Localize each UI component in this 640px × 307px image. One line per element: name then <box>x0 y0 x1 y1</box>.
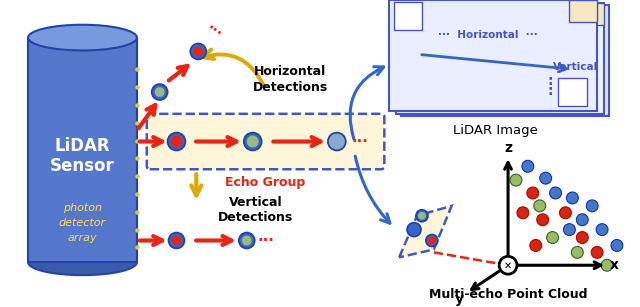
Circle shape <box>193 47 204 56</box>
Text: Multi-echo Point Cloud: Multi-echo Point Cloud <box>429 289 588 301</box>
Text: photon: photon <box>63 203 102 213</box>
Circle shape <box>410 226 418 234</box>
Text: ···: ··· <box>204 21 225 42</box>
Circle shape <box>499 256 517 274</box>
FancyArrowPatch shape <box>355 156 390 223</box>
Circle shape <box>550 187 561 199</box>
Bar <box>577 3 604 25</box>
FancyArrowPatch shape <box>350 67 383 139</box>
Text: Horizontal: Horizontal <box>254 65 326 78</box>
Text: LiDAR Image: LiDAR Image <box>452 124 538 137</box>
Circle shape <box>572 247 583 258</box>
Bar <box>394 2 422 30</box>
Circle shape <box>152 84 168 100</box>
Circle shape <box>517 207 529 219</box>
Circle shape <box>428 237 436 244</box>
Text: detector: detector <box>59 218 106 228</box>
Text: x: x <box>609 258 618 272</box>
Text: Detections: Detections <box>218 211 293 224</box>
Circle shape <box>242 235 252 246</box>
Text: Detections: Detections <box>253 81 328 94</box>
Text: ✕: ✕ <box>504 260 512 270</box>
Circle shape <box>168 233 184 248</box>
Text: ···: ··· <box>257 233 274 248</box>
Circle shape <box>591 247 603 258</box>
Circle shape <box>172 235 181 246</box>
Circle shape <box>566 192 579 204</box>
Text: array: array <box>68 232 97 243</box>
Text: Sensor: Sensor <box>50 157 115 175</box>
Circle shape <box>601 259 613 271</box>
Text: :: : <box>548 84 554 98</box>
Circle shape <box>168 133 186 150</box>
Circle shape <box>563 224 575 235</box>
Bar <box>396 3 604 114</box>
Circle shape <box>534 200 546 212</box>
Text: :: : <box>548 74 554 88</box>
Circle shape <box>577 231 588 243</box>
FancyBboxPatch shape <box>147 114 385 169</box>
Circle shape <box>190 44 206 59</box>
FancyArrowPatch shape <box>203 49 264 87</box>
FancyArrowPatch shape <box>422 55 566 72</box>
Ellipse shape <box>28 249 137 275</box>
Circle shape <box>559 207 572 219</box>
Text: Vertical: Vertical <box>229 196 282 209</box>
Text: ···: ··· <box>351 134 368 149</box>
Text: Vertical: Vertical <box>552 62 598 72</box>
Circle shape <box>577 214 588 226</box>
Bar <box>389 0 597 111</box>
Circle shape <box>418 212 426 220</box>
Circle shape <box>540 172 552 184</box>
Bar <box>570 0 597 22</box>
Text: LiDAR: LiDAR <box>54 138 110 155</box>
Circle shape <box>244 133 262 150</box>
Circle shape <box>547 231 559 243</box>
Circle shape <box>611 239 623 251</box>
Circle shape <box>537 214 548 226</box>
Circle shape <box>527 187 539 199</box>
Circle shape <box>426 235 438 247</box>
Circle shape <box>170 136 182 147</box>
Circle shape <box>331 136 343 147</box>
Ellipse shape <box>28 25 137 50</box>
Circle shape <box>407 223 421 237</box>
Text: z: z <box>504 142 512 155</box>
Bar <box>401 5 609 116</box>
Bar <box>28 38 137 262</box>
Text: ···  Horizontal  ···: ··· Horizontal ··· <box>438 30 538 40</box>
Circle shape <box>416 210 428 222</box>
Circle shape <box>596 224 608 235</box>
Circle shape <box>530 239 541 251</box>
Circle shape <box>510 174 522 186</box>
Circle shape <box>328 133 346 150</box>
Text: y: y <box>455 292 464 306</box>
Circle shape <box>522 160 534 172</box>
Text: Echo Group: Echo Group <box>225 176 306 188</box>
Circle shape <box>155 87 164 97</box>
Polygon shape <box>399 206 452 257</box>
Circle shape <box>239 233 255 248</box>
Circle shape <box>586 200 598 212</box>
Bar <box>557 78 588 106</box>
Circle shape <box>247 136 259 147</box>
